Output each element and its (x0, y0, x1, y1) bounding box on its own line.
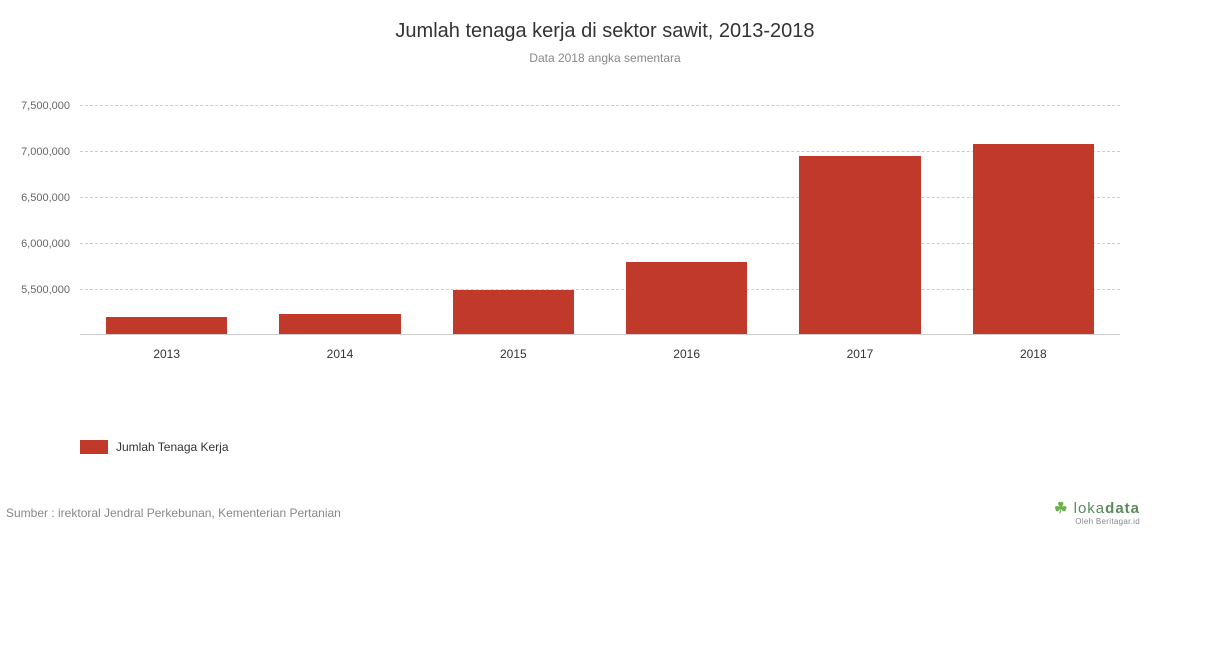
bar-slot: 2013 (80, 105, 253, 335)
bar-slot: 2017 (773, 105, 946, 335)
bar (279, 314, 400, 335)
chart-plot-area: 5,500,0006,000,0006,500,0007,000,0007,50… (80, 105, 1120, 335)
y-axis-label: 7,000,000 (21, 146, 70, 158)
brand-name-bold: data (1105, 500, 1140, 517)
bar-slot: 2018 (947, 105, 1120, 335)
x-axis-label: 2016 (600, 347, 773, 361)
bars-container: 201320142015201620172018 (80, 105, 1120, 335)
brand-logo: ☘ lokadata Oleh Beritagar.id (1054, 499, 1140, 526)
chart-subtitle: Data 2018 angka sementara (0, 51, 1210, 65)
bar (453, 290, 574, 335)
bar (799, 156, 920, 335)
bar (106, 317, 227, 335)
y-axis-label: 6,000,000 (21, 238, 70, 250)
chart-title: Jumlah tenaga kerja di sektor sawit, 201… (0, 20, 1210, 43)
legend: Jumlah Tenaga Kerja (80, 440, 229, 454)
brand-name: ☘ lokadata (1054, 499, 1140, 517)
x-axis-label: 2014 (253, 347, 426, 361)
bar (626, 262, 747, 335)
x-axis-label: 2018 (947, 347, 1120, 361)
x-axis-line (80, 334, 1120, 335)
bar-slot: 2015 (427, 105, 600, 335)
y-axis-label: 5,500,000 (21, 284, 70, 296)
source-attribution: Sumber : irektoral Jendral Perkebunan, K… (6, 506, 341, 520)
bar-slot: 2014 (253, 105, 426, 335)
x-axis-label: 2015 (427, 347, 600, 361)
bar (973, 144, 1094, 335)
x-axis-label: 2017 (773, 347, 946, 361)
legend-swatch (80, 440, 108, 454)
legend-label: Jumlah Tenaga Kerja (116, 440, 229, 454)
y-axis-label: 6,500,000 (21, 192, 70, 204)
x-axis-label: 2013 (80, 347, 253, 361)
bar-slot: 2016 (600, 105, 773, 335)
leaf-icon: ☘ (1054, 500, 1068, 517)
y-axis-label: 7,500,000 (21, 100, 70, 112)
brand-tagline: Oleh Beritagar.id (1054, 517, 1140, 526)
brand-name-light: loka (1074, 500, 1106, 517)
